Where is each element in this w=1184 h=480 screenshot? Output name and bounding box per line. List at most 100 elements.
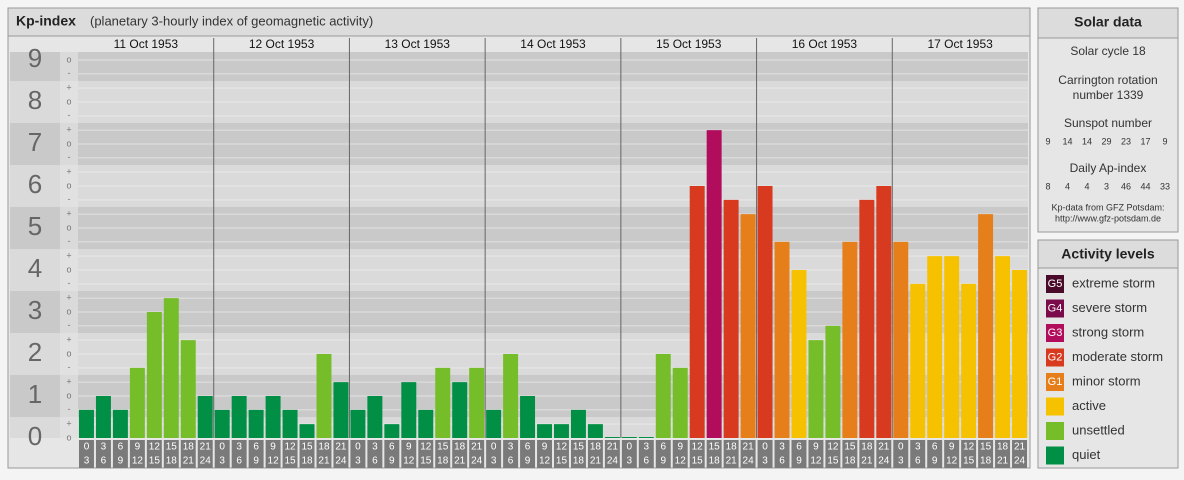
ap-value: 8 bbox=[1045, 181, 1050, 191]
hour-box bbox=[808, 440, 824, 468]
minor-tick-label: o bbox=[66, 222, 71, 232]
hour-label: 9 bbox=[389, 456, 395, 467]
hour-label: 21 bbox=[318, 456, 330, 467]
bar bbox=[757, 186, 773, 438]
solar-text: Daily Ap-index bbox=[1070, 161, 1147, 175]
minor-tick-label: - bbox=[68, 68, 71, 78]
hour-label: 0 bbox=[219, 442, 225, 453]
date-label: 11 Oct 1953 bbox=[114, 37, 179, 51]
levels-header bbox=[1037, 239, 1179, 269]
hour-label: 12 bbox=[149, 442, 161, 453]
hour-label: 6 bbox=[253, 442, 259, 453]
bar bbox=[180, 340, 196, 438]
minor-tick-label: - bbox=[68, 362, 71, 372]
hour-label: 21 bbox=[607, 442, 619, 453]
hour-box bbox=[452, 440, 468, 468]
hour-label: 12 bbox=[132, 456, 144, 467]
bar bbox=[978, 214, 994, 438]
solar-header bbox=[1037, 7, 1179, 39]
hour-label: 18 bbox=[709, 456, 721, 467]
bar bbox=[621, 437, 637, 438]
bar bbox=[570, 409, 586, 438]
bar bbox=[418, 409, 434, 438]
legend-code: G1 bbox=[1048, 376, 1063, 388]
hour-label: 9 bbox=[253, 456, 259, 467]
hour-label: 24 bbox=[200, 456, 212, 467]
title-bar bbox=[7, 7, 1031, 37]
hour-label: 12 bbox=[539, 456, 551, 467]
hour-box bbox=[537, 440, 552, 468]
hour-box bbox=[570, 440, 586, 468]
hour-label: 9 bbox=[813, 442, 819, 453]
hour-box bbox=[486, 440, 502, 468]
bar bbox=[859, 199, 875, 438]
hour-label: 21 bbox=[743, 442, 755, 453]
legend-swatch bbox=[1046, 348, 1064, 367]
hour-label: 3 bbox=[915, 442, 921, 453]
hour-box bbox=[435, 440, 451, 468]
bar bbox=[231, 396, 247, 438]
hour-label: 18 bbox=[980, 456, 992, 467]
bar bbox=[995, 256, 1011, 438]
hour-label: 0 bbox=[491, 442, 497, 453]
legend-swatch bbox=[1046, 422, 1064, 440]
hour-label: 6 bbox=[525, 442, 531, 453]
minor-tick-label: o bbox=[66, 348, 71, 358]
hour-label: 6 bbox=[118, 442, 124, 453]
hour-label: 9 bbox=[542, 442, 548, 453]
minor-tick-label: + bbox=[66, 125, 71, 135]
y-tick-label: 1 bbox=[28, 379, 42, 409]
hour-box bbox=[842, 440, 858, 468]
minor-tick-label: o bbox=[66, 264, 71, 274]
minor-tick-label: o bbox=[66, 306, 71, 316]
hour-label: 12 bbox=[827, 442, 839, 453]
hour-label: 15 bbox=[166, 442, 178, 453]
hour-label: 21 bbox=[454, 456, 466, 467]
hour-label: 21 bbox=[183, 456, 195, 467]
bar bbox=[723, 199, 739, 438]
hour-label: 18 bbox=[590, 442, 602, 453]
bar bbox=[333, 382, 349, 438]
bar bbox=[927, 256, 943, 438]
hour-label: 18 bbox=[437, 456, 449, 467]
bar bbox=[129, 367, 145, 438]
hour-label: 21 bbox=[335, 442, 347, 453]
hour-label: 18 bbox=[844, 456, 856, 467]
hour-label: 6 bbox=[101, 456, 107, 467]
hour-label: 6 bbox=[932, 442, 938, 453]
hour-box bbox=[757, 440, 773, 468]
hour-label: 3 bbox=[84, 456, 90, 467]
ap-value: 3 bbox=[1104, 181, 1109, 191]
hour-label: 24 bbox=[743, 456, 755, 467]
hour-label: 6 bbox=[660, 442, 666, 453]
hour-box bbox=[350, 440, 366, 468]
hour-label: 24 bbox=[607, 456, 619, 467]
hour-box bbox=[401, 440, 417, 468]
hour-label: 0 bbox=[762, 442, 768, 453]
legend-label: severe storm bbox=[1072, 300, 1147, 315]
hour-label: 15 bbox=[437, 442, 449, 453]
bar bbox=[367, 396, 383, 438]
legend-swatch bbox=[1046, 275, 1064, 293]
bar bbox=[910, 283, 926, 438]
date-label: 14 Oct 1953 bbox=[520, 37, 586, 51]
hour-label: 3 bbox=[508, 442, 514, 453]
y-tick-label: 7 bbox=[28, 127, 42, 157]
hour-box bbox=[333, 440, 349, 468]
solar-text: number 1339 bbox=[1073, 88, 1144, 102]
hour-box bbox=[621, 440, 637, 468]
minor-tick-label: + bbox=[66, 293, 71, 303]
hour-label: 21 bbox=[1014, 442, 1026, 453]
minor-tick-label: + bbox=[66, 251, 71, 261]
hour-label: 12 bbox=[556, 442, 568, 453]
bar bbox=[350, 409, 366, 438]
hour-label: 24 bbox=[878, 456, 890, 467]
minor-tick-label: - bbox=[68, 404, 71, 414]
legend-label: minor storm bbox=[1072, 373, 1141, 388]
hour-label: 0 bbox=[627, 442, 633, 453]
hour-label: 12 bbox=[692, 442, 704, 453]
bar bbox=[265, 396, 281, 438]
hour-label: 15 bbox=[149, 456, 161, 467]
solar-panel bbox=[1037, 7, 1179, 233]
bar bbox=[554, 424, 569, 438]
